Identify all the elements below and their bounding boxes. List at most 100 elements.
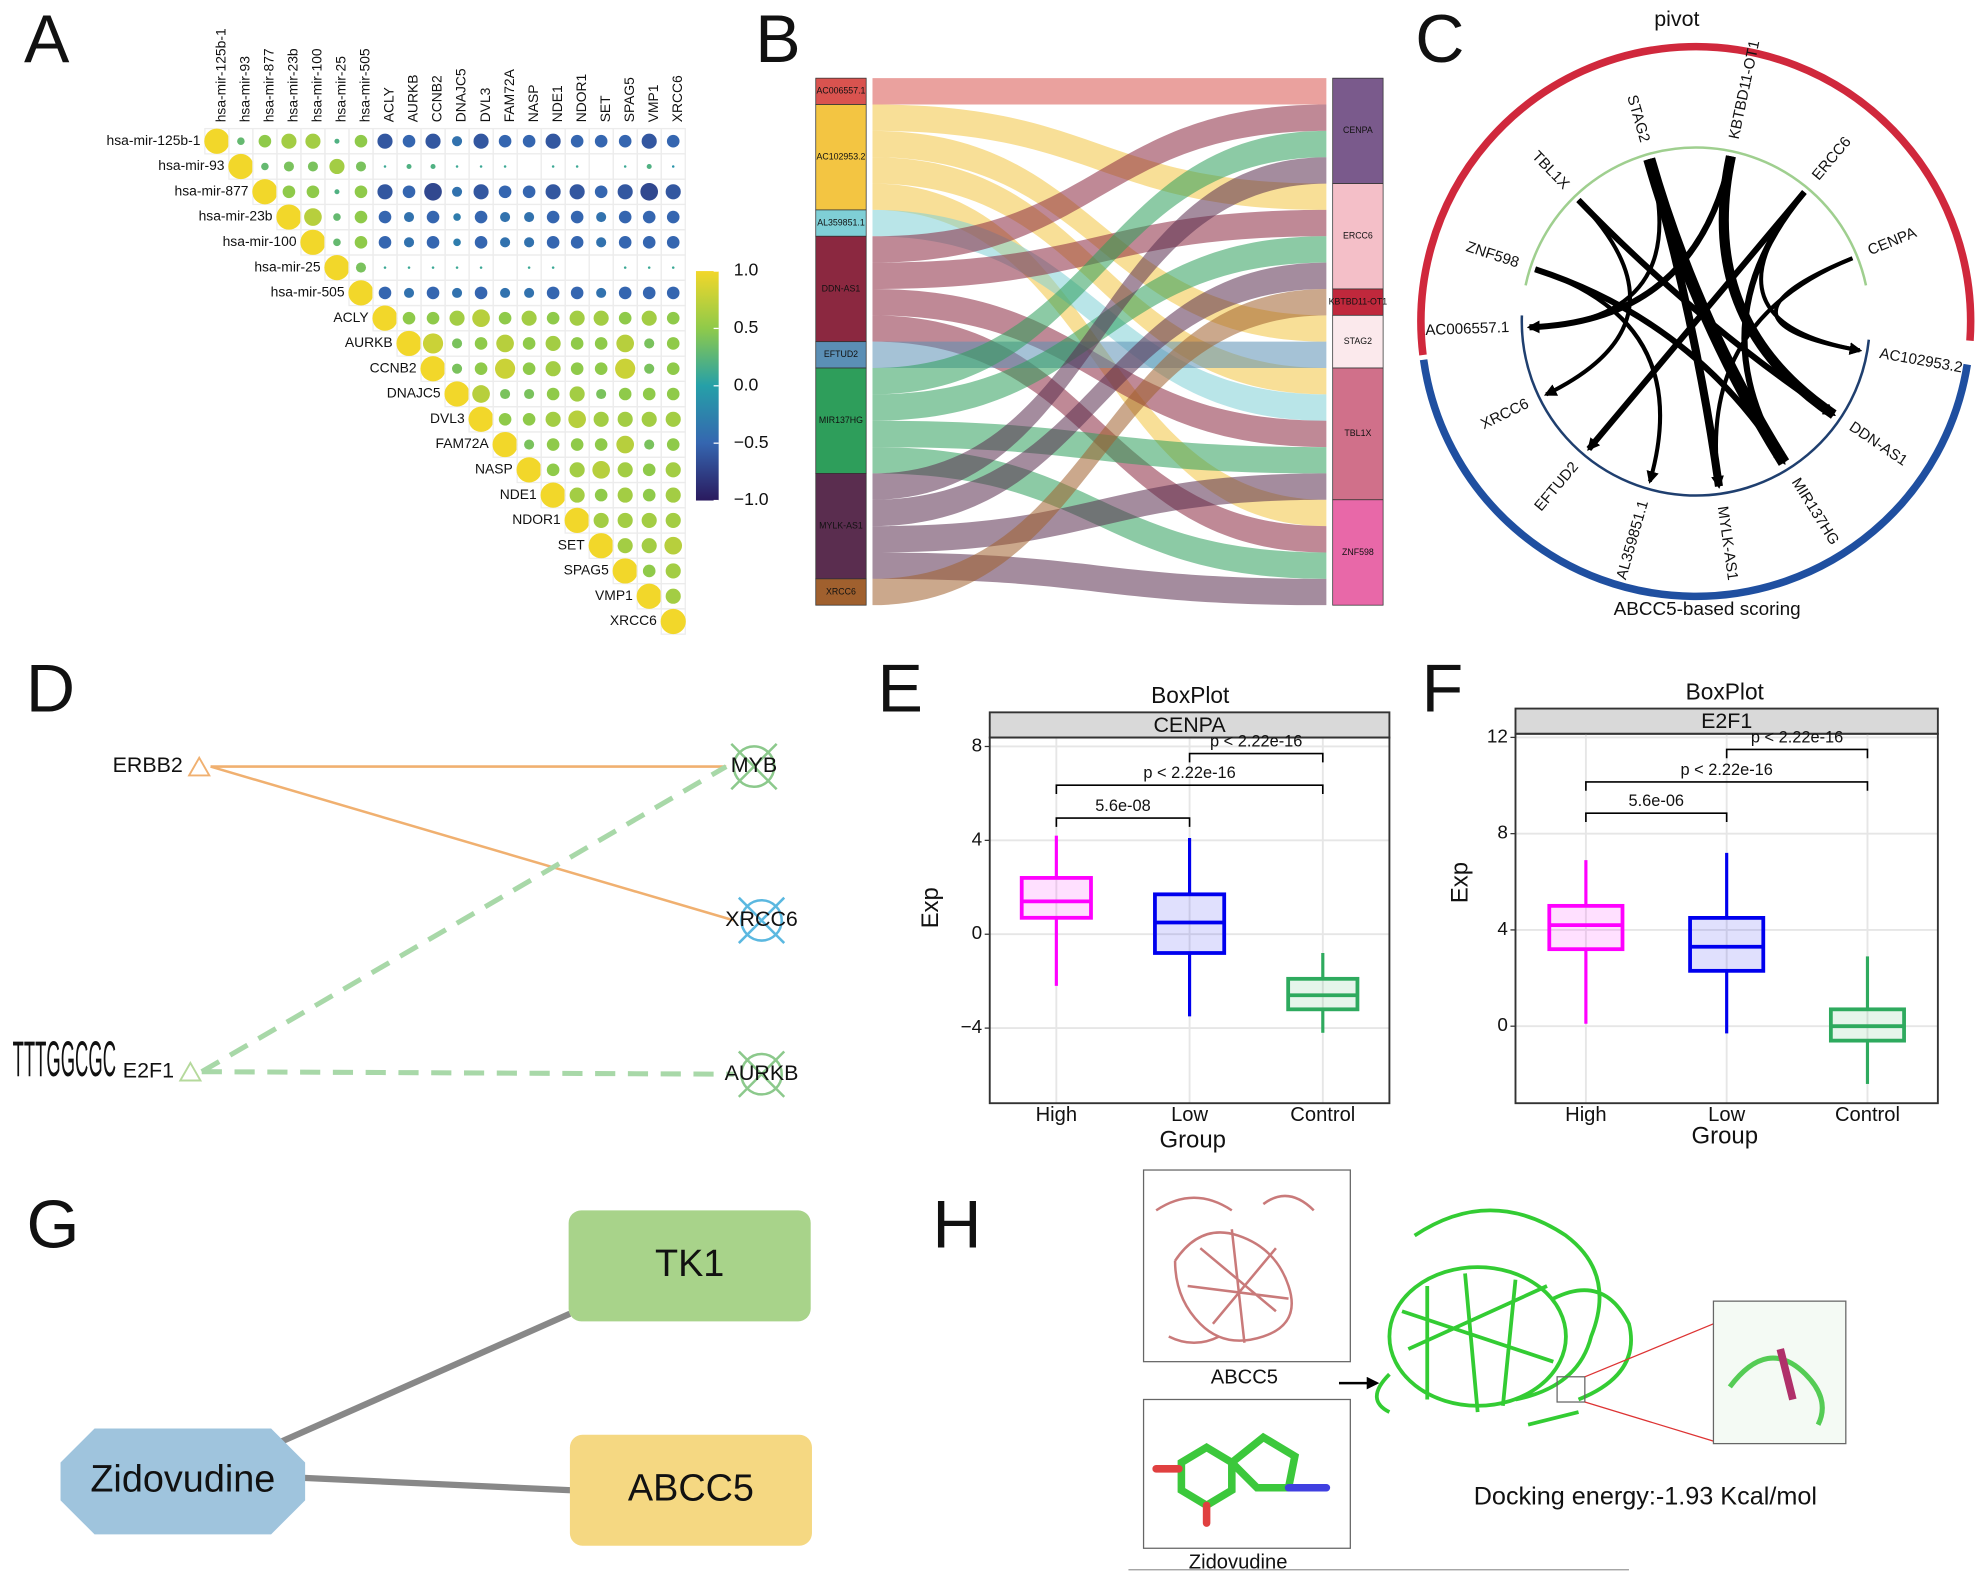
colorbar-label: 0.5 xyxy=(734,317,759,337)
corr-dot xyxy=(378,210,392,224)
corr-dot xyxy=(617,487,633,503)
target-icon xyxy=(732,745,776,788)
corr-dot xyxy=(665,588,681,604)
corr-dot xyxy=(551,165,555,168)
corr-dot xyxy=(640,182,659,201)
corr-dot xyxy=(474,362,488,376)
flow xyxy=(872,288,1327,606)
chord-label: ERCC6 xyxy=(1809,134,1855,184)
node-label: MYB xyxy=(731,753,777,777)
corr-dot xyxy=(641,133,657,149)
node-label: MYLK-AS1 xyxy=(819,520,863,530)
corr-dot xyxy=(671,266,675,269)
corr-dot xyxy=(377,184,393,200)
corr-dot xyxy=(500,212,511,223)
gene-node xyxy=(568,1210,811,1322)
edge xyxy=(269,1310,572,1450)
group-arc xyxy=(1417,42,1975,356)
corr-dot xyxy=(545,335,561,352)
corr-dot xyxy=(500,388,511,400)
x-tick-label: Control xyxy=(1835,1104,1900,1126)
column-label: ACLY xyxy=(381,87,397,122)
corr-dot xyxy=(618,311,632,325)
colorbar xyxy=(695,271,719,501)
column-label: XRCC6 xyxy=(669,75,685,122)
chord xyxy=(1543,198,1633,397)
corr-dot xyxy=(596,212,607,223)
corr-dot xyxy=(282,185,296,199)
corr-dot xyxy=(281,133,297,149)
cell xyxy=(516,153,542,180)
node-label: AC102953.2 xyxy=(816,152,865,162)
corr-dot xyxy=(617,512,633,528)
node-label: KBTBD11-OT1 xyxy=(1329,296,1388,306)
corr-dot xyxy=(593,512,609,528)
corr-dot xyxy=(237,137,245,145)
docking-art xyxy=(1128,1169,1847,1571)
corr-dot xyxy=(472,385,490,403)
strip-label: E2F1 xyxy=(1701,709,1752,733)
panel-label: F xyxy=(1422,650,1464,726)
row-label: hsa-mir-23b xyxy=(199,208,273,224)
corr-dot xyxy=(616,435,635,454)
corr-dot xyxy=(594,488,608,502)
corr-dot xyxy=(324,254,350,281)
corr-dot xyxy=(642,236,656,249)
corr-dot xyxy=(276,204,302,230)
row-label: NDE1 xyxy=(500,486,537,502)
node-label: Zidovudine xyxy=(90,1458,275,1500)
y-tick-label: 4 xyxy=(1497,919,1508,940)
panel-label: B xyxy=(755,1,800,77)
corr-dot xyxy=(304,208,322,226)
corr-dot xyxy=(636,583,662,609)
sankey-node xyxy=(815,367,867,474)
corr-dot xyxy=(444,381,470,407)
panel-label: H xyxy=(932,1186,981,1262)
corr-dot xyxy=(449,310,465,326)
corr-dot xyxy=(354,210,368,224)
column-label: hsa-mir-93 xyxy=(237,56,253,123)
corr-dot xyxy=(524,287,535,298)
chord-label: AL359851.1 xyxy=(1613,498,1652,581)
sankey-node xyxy=(815,341,867,369)
corr-dot xyxy=(594,337,608,350)
corr-dot xyxy=(503,165,507,168)
corr-dot xyxy=(569,184,585,200)
corr-dot xyxy=(498,185,512,199)
corr-dot xyxy=(596,237,607,248)
corr-dot xyxy=(666,387,680,401)
node-label: MIR137HG xyxy=(819,415,863,425)
chord-label: MIR137HG xyxy=(1788,475,1842,548)
y-axis-title: Exp xyxy=(1447,862,1474,903)
corr-dot xyxy=(664,536,683,555)
corr-dot xyxy=(524,388,535,400)
corr-dot xyxy=(588,533,614,559)
corr-dot xyxy=(402,134,416,148)
corr-dot xyxy=(329,158,345,175)
corr-dot xyxy=(618,387,632,401)
chord xyxy=(1576,197,1836,418)
corr-dot xyxy=(524,237,535,248)
plot-border xyxy=(1514,732,1939,1105)
corr-dot xyxy=(306,185,320,199)
panel-label: C xyxy=(1415,1,1464,77)
sankey-node xyxy=(1332,314,1384,369)
strip xyxy=(988,711,1391,739)
corr-dot xyxy=(426,311,440,325)
p-value: p < 2.22e-16 xyxy=(1210,733,1302,751)
bracket xyxy=(1585,812,1728,823)
corr-dot xyxy=(660,608,686,635)
edge xyxy=(270,1473,572,1494)
corr-dot xyxy=(522,362,536,376)
cell xyxy=(588,254,614,281)
chord-label: XRCC6 xyxy=(1478,395,1531,433)
chord-label: TBL1X xyxy=(1528,148,1572,193)
corr-dot xyxy=(500,237,511,248)
row-label: hsa-mir-125b-1 xyxy=(106,132,200,148)
corr-dot xyxy=(546,286,560,300)
corr-dot xyxy=(396,330,422,357)
corr-dot xyxy=(378,286,392,300)
colorbar-label: 1.0 xyxy=(734,260,759,280)
corr-dot xyxy=(642,387,656,401)
flow xyxy=(872,473,1327,553)
